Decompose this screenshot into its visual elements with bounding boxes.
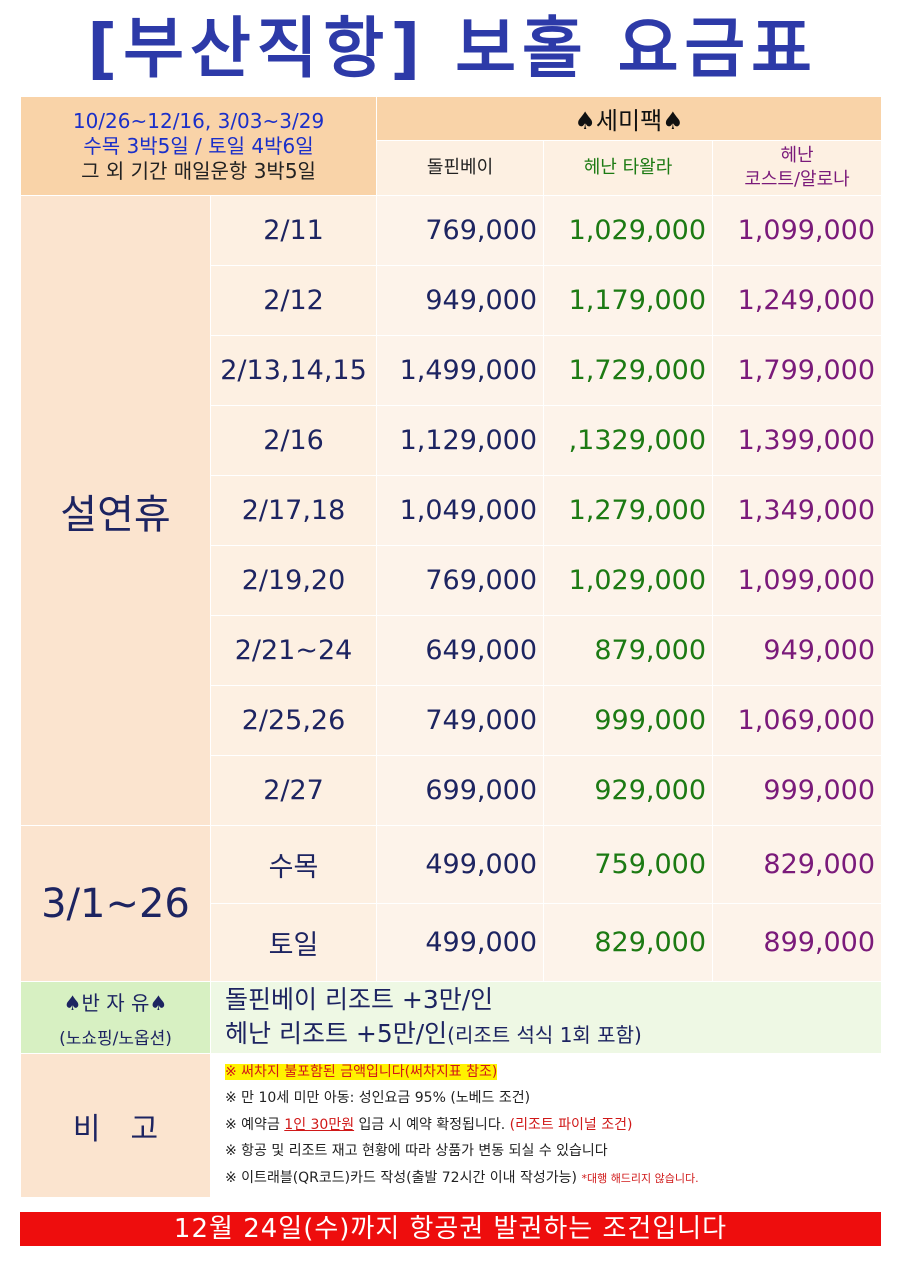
price-table: 10/26~12/16, 3/03~3/29 수목 3박5일 / 토일 4박6일… [19,96,883,1198]
note-surcharge: ※ 써차지 불포함된 금액입니다(써차지표 참조) [225,1063,498,1080]
price-dolphin: 1,499,000 [376,335,545,406]
date-cell: 2/17,18 [209,475,378,546]
price-coast: 1,099,000 [712,545,883,616]
date-cell: 토일 [209,903,378,982]
table-row: 2/21~24 649,000 879,000 949,000 [21,615,883,686]
table-row: 설연휴 2/11 769,000 1,029,000 1,099,000 [20,195,883,826]
price-dolphin: 699,000 [376,755,545,826]
notes-list: ※ 써차지 불포함된 금액입니다(써차지표 참조) ※ 만 10세 미만 아동:… [209,1053,883,1198]
table-row: 토일 499,000 829,000 899,000 [21,903,883,982]
price-coast: 1,799,000 [712,335,883,406]
date-cell: 2/13,14,15 [209,335,378,406]
price-dolphin: 769,000 [376,545,545,616]
price-coast: 829,000 [712,825,883,904]
price-coast: 1,349,000 [712,475,883,546]
price-tawala: 1,029,000 [543,545,714,616]
price-coast: 899,000 [712,903,883,982]
price-coast: 949,000 [712,615,883,686]
price-dolphin: 649,000 [376,615,545,686]
price-coast: 1,399,000 [712,405,883,476]
period-line-1: 10/26~12/16, 3/03~3/29 [72,108,325,133]
price-tawala: 1,279,000 [543,475,714,546]
period-info: 10/26~12/16, 3/03~3/29 수목 3박5일 / 토일 4박6일… [19,96,378,196]
date-cell: 2/16 [209,405,378,476]
date-cell: 2/12 [209,265,378,336]
date-cell: 2/11 [209,195,378,266]
header-row-1: 10/26~12/16, 3/03~3/29 수목 3박5일 / 토일 4박6일… [19,96,883,196]
note-item: ※ 항공 및 리조트 재고 현황에 따라 상품가 변동 되실 수 있습니다 [225,1143,608,1160]
page-title: [부산직항] 보홀 요금표 [87,10,818,87]
half-free-subtitle: (노쇼핑/노옵션) [59,1028,172,1049]
date-cell: 2/19,20 [209,545,378,616]
table-row: 2/13,14,15 1,499,000 1,729,000 1,799,000 [21,335,883,406]
date-cell: 2/25,26 [209,685,378,756]
package-header: ♠세미팩♠ [376,96,883,141]
price-tawala: ,1329,000 [543,405,714,476]
note-deposit-c: 입금 시 예약 확정됩니다. [354,1116,510,1133]
note-etravel-warning: *대행 해드리지 않습니다. [581,1171,699,1185]
half-free-label: ♠반 자 유♠ (노쇼핑/노옵션) [20,981,211,1054]
half-free-line-2-note: (리조트 석식 1회 포함) [447,1023,642,1047]
table-row: 2/17,18 1,049,000 1,279,000 1,349,000 [21,475,883,546]
price-dolphin: 749,000 [376,685,545,756]
period-line-3: 그 외 기간 매일운항 3박5일 [81,158,316,183]
notes-row: 비고 ※ 써차지 불포함된 금액입니다(써차지표 참조) ※ 만 10세 미만 … [20,1053,883,1198]
note-etravel: ※ 이트래블(QR코드)카드 작성(출발 72시간 이내 작성가능) [225,1169,582,1186]
price-coast: 999,000 [712,755,883,826]
note-deposit-a: ※ 예약금 [225,1116,285,1133]
price-dolphin: 1,129,000 [376,405,545,476]
header-row-2: 돌핀베이 헤난 타왈라 헤난 코스트/알로나 [21,140,883,196]
price-tawala: 829,000 [543,903,714,982]
half-free-details: 돌핀베이 리조트 +3만/인 헤난 리조트 +5만/인(리조트 석식 1회 포함… [209,981,883,1054]
group-march: 3/1~26 [20,825,211,982]
note-item: ※ 써차지 불포함된 금액입니다(써차지표 참조) [225,1059,881,1086]
group-seollal: 설연휴 [20,195,211,826]
col-dolphin-bay: 돌핀베이 [376,140,545,196]
half-free-row: ♠반 자 유♠ (노쇼핑/노옵션) 돌핀베이 리조트 +3만/인 헤난 리조트 … [20,981,883,1054]
ticketing-deadline-banner: 12월 24일(수)까지 항공권 발권하는 조건입니다 [20,1212,881,1246]
table-row: 2/12 949,000 1,179,000 1,249,000 [21,265,883,336]
col-henann-coast-line2: 코스트/알로나 [744,169,850,190]
price-dolphin: 499,000 [376,825,545,904]
period-line-2: 수목 3박5일 / 토일 4박6일 [83,133,314,158]
col-henann-tawala: 헤난 타왈라 [543,140,714,196]
table-row: 2/16 1,129,000 ,1329,000 1,399,000 [21,405,883,476]
date-cell: 수목 [209,825,378,904]
table-row: 2/25,26 749,000 999,000 1,069,000 [21,685,883,756]
half-free-line-2-main: 헤난 리조트 +5만/인 [225,1019,448,1048]
price-tawala: 1,179,000 [543,265,714,336]
price-tawala: 1,729,000 [543,335,714,406]
note-item: ※ 이트래블(QR코드)카드 작성(출발 72시간 이내 작성가능) *대행 해… [225,1165,881,1193]
col-henann-coast-line1: 헤난 [780,145,814,166]
note-deposit-amount: 1인 30만원 [284,1116,355,1133]
price-dolphin: 499,000 [376,903,545,982]
col-henann-coast: 헤난 코스트/알로나 [712,140,883,196]
price-dolphin: 769,000 [376,195,545,266]
price-dolphin: 949,000 [376,265,545,336]
table-row: 3/1~26 수목 499,000 759,000 829,000 [20,825,883,982]
price-tawala: 999,000 [543,685,714,756]
note-deposit-condition: (리조트 파이널 조건) [509,1116,633,1133]
half-free-line-1: 돌핀베이 리조트 +3만/인 [225,985,494,1014]
price-tawala: 929,000 [543,755,714,826]
half-free-title: ♠반 자 유♠ [63,990,168,1015]
date-cell: 2/21~24 [209,615,378,686]
half-free-line-2: 헤난 리조트 +5만/인(리조트 석식 1회 포함) [225,1017,881,1052]
price-coast: 1,099,000 [712,195,883,266]
notes-label: 비고 [20,1053,211,1198]
price-tawala: 879,000 [543,615,714,686]
price-tawala: 759,000 [543,825,714,904]
price-tawala: 1,029,000 [543,195,714,266]
note-item: ※ 만 10세 미만 아동: 성인요금 95% (노베드 조건) [225,1090,531,1107]
date-cell: 2/27 [209,755,378,826]
price-dolphin: 1,049,000 [376,475,545,546]
note-item: ※ 예약금 1인 30만원 입금 시 예약 확정됩니다. (리조트 파이널 조건… [225,1112,881,1139]
table-row: 2/19,20 769,000 1,029,000 1,099,000 [21,545,883,616]
table-row: 2/27 699,000 929,000 999,000 [21,755,883,826]
price-coast: 1,249,000 [712,265,883,336]
price-coast: 1,069,000 [712,685,883,756]
